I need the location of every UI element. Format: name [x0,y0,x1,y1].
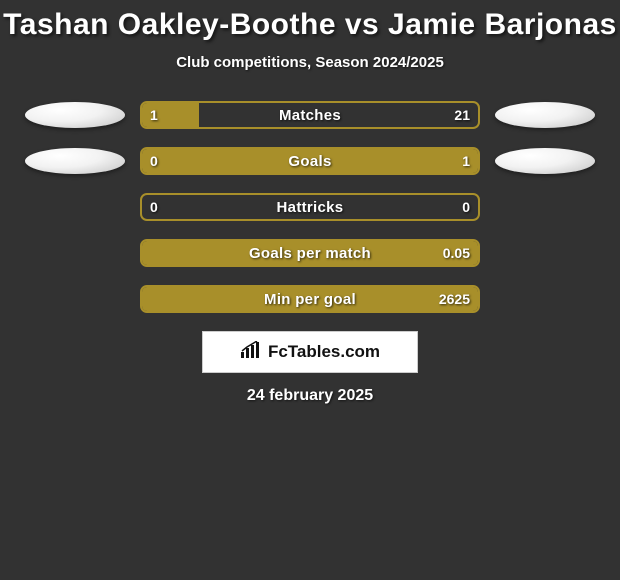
stat-bar: 121Matches [140,101,480,129]
stat-bar: 01Goals [140,147,480,175]
team-logo-left [25,102,125,128]
logo-spacer [25,240,125,266]
stat-rows: 121Matches 01Goals 00Hattricks 0.05Goals pe… [0,101,620,313]
stat-label: Goals [142,149,478,173]
team-logo-right [495,148,595,174]
comparison-infographic: Tashan Oakley-Boothe vs Jamie Barjonas C… [0,0,620,405]
stat-row: 01Goals [0,147,620,175]
stat-bar: 2625Min per goal [140,285,480,313]
stat-row: 00Hattricks [0,193,620,221]
team-logo-left [25,148,125,174]
logo-spacer [25,194,125,220]
logo-spacer [25,286,125,312]
subtitle: Club competitions, Season 2024/2025 [0,54,620,71]
brand-box: FcTables.com [202,331,418,373]
logo-spacer [495,240,595,266]
logo-spacer [495,194,595,220]
stat-row: 121Matches [0,101,620,129]
stat-bar: 0.05Goals per match [140,239,480,267]
date-text: 24 february 2025 [0,387,620,405]
brand-text: FcTables.com [268,342,380,362]
chart-icon [240,341,262,364]
stat-label: Goals per match [142,241,478,265]
team-logo-right [495,102,595,128]
stat-label: Min per goal [142,287,478,311]
stat-row: 2625Min per goal [0,285,620,313]
stat-label: Hattricks [142,195,478,219]
stat-bar: 00Hattricks [140,193,480,221]
page-title: Tashan Oakley-Boothe vs Jamie Barjonas [0,8,620,42]
logo-spacer [495,286,595,312]
stat-row: 0.05Goals per match [0,239,620,267]
stat-label: Matches [142,103,478,127]
